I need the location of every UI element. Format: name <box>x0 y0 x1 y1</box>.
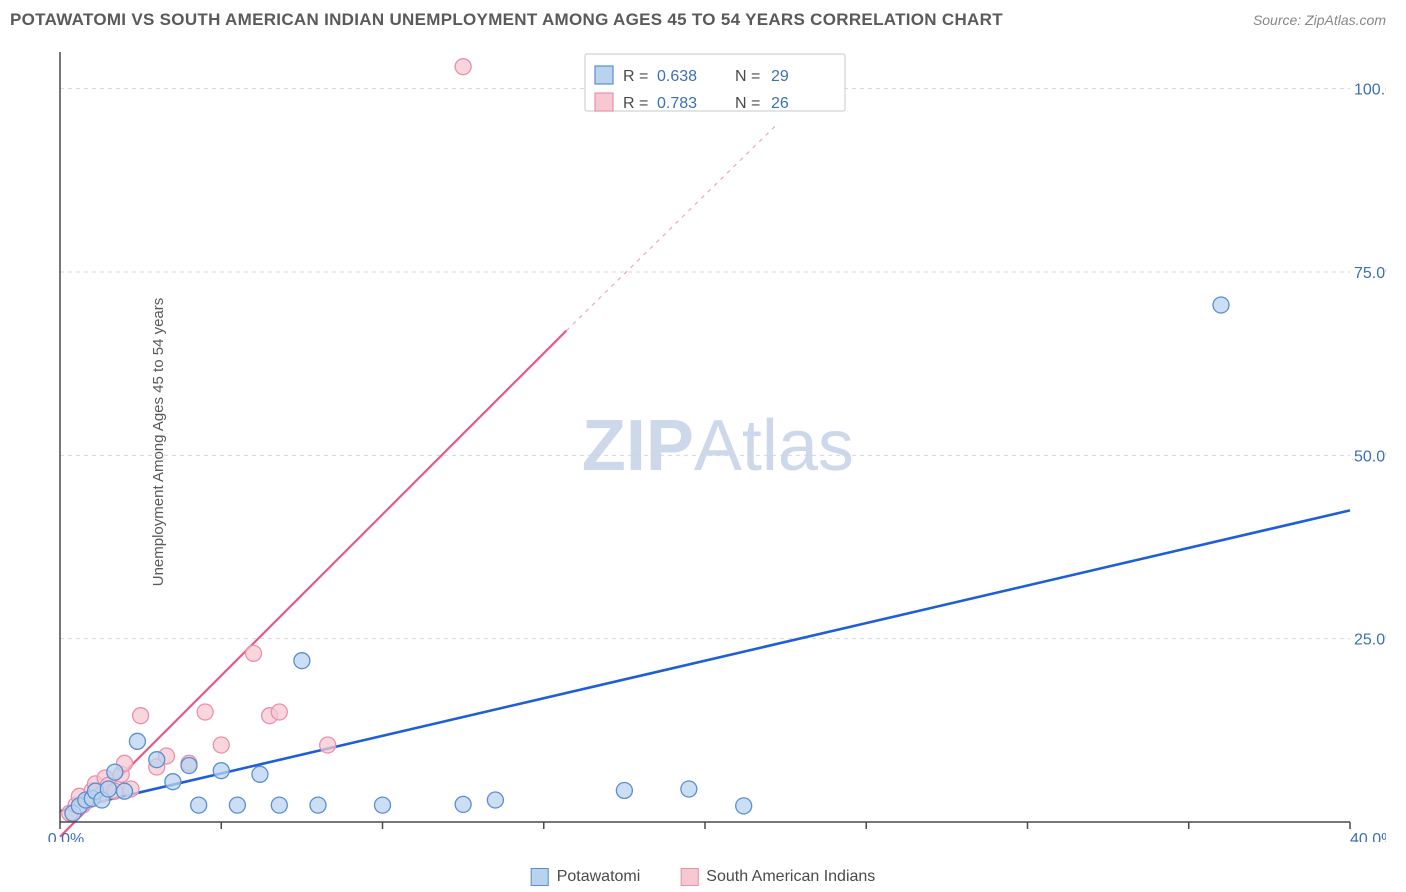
legend-item-south-american: South American Indians <box>680 868 875 886</box>
legend-label: Potawatomi <box>557 868 641 886</box>
legend-swatch-icon <box>680 868 698 886</box>
svg-text:29: 29 <box>771 68 789 85</box>
chart-container: Unemployment Among Ages 45 to 54 years Z… <box>40 42 1386 842</box>
svg-text:100.0%: 100.0% <box>1354 82 1386 99</box>
legend-item-potawatomi: Potawatomi <box>531 868 641 886</box>
svg-text:0.783: 0.783 <box>657 95 697 112</box>
svg-text:R =: R = <box>623 68 648 85</box>
svg-text:75.0%: 75.0% <box>1354 265 1386 282</box>
svg-text:0.638: 0.638 <box>657 68 697 85</box>
svg-text:25.0%: 25.0% <box>1354 632 1386 649</box>
svg-text:0.0%: 0.0% <box>48 831 84 842</box>
legend-swatch-icon <box>531 868 549 886</box>
chart-title: POTAWATOMI VS SOUTH AMERICAN INDIAN UNEM… <box>10 10 1003 30</box>
chart-header: POTAWATOMI VS SOUTH AMERICAN INDIAN UNEM… <box>0 0 1406 36</box>
svg-text:40.0%: 40.0% <box>1350 831 1386 842</box>
svg-text:26: 26 <box>771 95 789 112</box>
source-attribution: Source: ZipAtlas.com <box>1253 12 1386 28</box>
y-axis-label: Unemployment Among Ages 45 to 54 years <box>150 298 167 587</box>
svg-text:ZIPAtlas: ZIPAtlas <box>582 406 854 486</box>
svg-text:N =: N = <box>735 68 760 85</box>
svg-text:R =: R = <box>623 95 648 112</box>
scatter-chart: ZIPAtlas 25.0% 50.0% 75.0% 100.0% 0.0% 40.0% R … <box>40 42 1386 842</box>
svg-text:N =: N = <box>735 95 760 112</box>
legend-label: South American Indians <box>706 868 875 886</box>
svg-text:50.0%: 50.0% <box>1354 448 1386 465</box>
series-legend: Potawatomi South American Indians <box>531 868 876 886</box>
